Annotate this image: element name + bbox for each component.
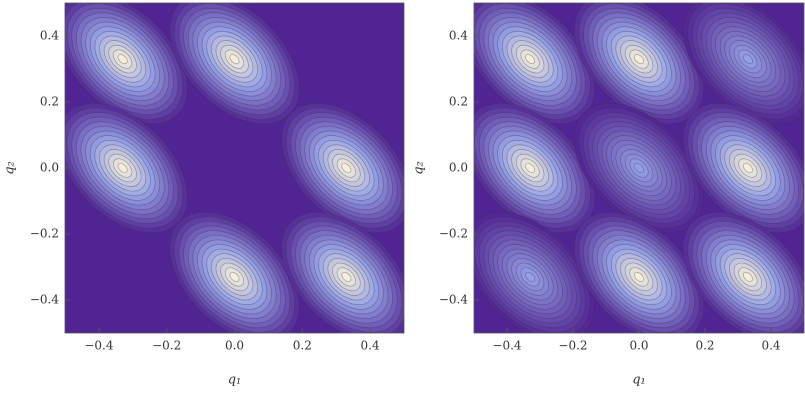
contour-ring xyxy=(525,163,536,173)
peak xyxy=(573,3,705,125)
contour-ring xyxy=(525,54,536,65)
peak xyxy=(65,102,188,234)
x-tick-label: 0.0 xyxy=(225,339,244,353)
y-tick-label: −0.2 xyxy=(30,227,59,241)
contour-ring xyxy=(229,271,240,282)
peak xyxy=(682,211,804,333)
x-tick-label: −0.4 xyxy=(84,339,114,353)
peak xyxy=(169,3,300,125)
contour-ring xyxy=(117,163,128,173)
y-tick-label: 0.2 xyxy=(40,95,59,109)
peak xyxy=(281,102,404,234)
contour-ring xyxy=(634,163,644,173)
y-tick-label: −0.2 xyxy=(439,227,468,241)
peak xyxy=(281,211,404,333)
peak xyxy=(573,211,705,333)
peak xyxy=(573,102,705,234)
x-tick-label: 0.4 xyxy=(761,339,780,353)
y-tick-label: 0.0 xyxy=(449,161,468,175)
peak xyxy=(65,3,188,125)
x-axis-label: q₁ xyxy=(228,373,242,388)
contour-ring xyxy=(742,271,753,282)
y-tick-label: −0.4 xyxy=(30,293,60,307)
contour-ring xyxy=(634,54,644,65)
peak xyxy=(682,3,804,125)
y-axis-label: q₂ xyxy=(3,161,18,175)
peak xyxy=(474,211,596,333)
x-tick-label: 0.2 xyxy=(293,339,312,353)
plot-area xyxy=(474,3,804,333)
contour-ring xyxy=(634,271,644,282)
y-tick-label: 0.2 xyxy=(449,95,468,109)
contour-ring xyxy=(341,163,352,173)
y-tick-label: 0.4 xyxy=(449,29,468,43)
y-tick-label: 0.4 xyxy=(40,29,59,43)
contour-ring xyxy=(229,54,240,65)
contour-ring xyxy=(742,163,753,173)
x-tick-label: 0.0 xyxy=(629,339,648,353)
contour-ring xyxy=(525,271,536,282)
contour-ring xyxy=(117,54,128,65)
y-tick-label: −0.4 xyxy=(439,293,469,307)
y-tick-label: 0.0 xyxy=(40,161,59,175)
peak xyxy=(474,102,596,234)
x-tick-label: −0.2 xyxy=(152,339,181,353)
peak xyxy=(169,211,300,333)
x-tick-label: 0.4 xyxy=(361,339,380,353)
contour-ring xyxy=(742,54,753,65)
x-tick-label: −0.4 xyxy=(492,339,522,353)
peak xyxy=(474,3,596,125)
peak xyxy=(682,102,804,234)
x-tick-label: −0.2 xyxy=(558,339,587,353)
plot-area xyxy=(65,3,404,333)
y-axis-label: q₂ xyxy=(412,161,427,175)
x-tick-label: 0.2 xyxy=(695,339,714,353)
x-axis-label: q₁ xyxy=(632,373,646,388)
